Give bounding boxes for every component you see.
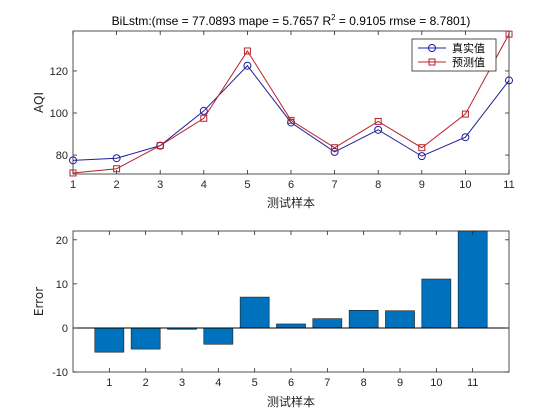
x-tick-label: 10 xyxy=(459,179,471,191)
error-bar xyxy=(239,296,270,329)
x-tick-label: 8 xyxy=(361,377,367,389)
series-2-point xyxy=(505,30,513,38)
series-2-point xyxy=(418,144,426,152)
series-1-point xyxy=(374,125,383,134)
error-bar xyxy=(94,327,125,353)
top-line-chart: 1 2 3 4 5 6 7 8 9 10 11 80 100 120 BiLstm:(mse = 77.08… xyxy=(32,13,515,210)
series-1-point xyxy=(112,154,121,163)
series-2-point xyxy=(200,114,208,122)
error-bar xyxy=(421,278,452,329)
y-tick-label: 100 xyxy=(50,108,68,120)
chart-title-prefix: BiLstm:(mse = 77.0893 mape = 5.7657 R xyxy=(112,14,332,28)
error-bar xyxy=(312,318,343,329)
x-tick-label: 3 xyxy=(157,179,163,191)
x-tick-label: 5 xyxy=(252,377,258,389)
x-tick-label: 4 xyxy=(201,179,207,191)
error-bar xyxy=(348,310,379,329)
x-axis-label: 测试样本 xyxy=(267,394,315,409)
bottom-bar-chart: 1 2 3 4 5 6 7 8 9 10 11 -10 0 10 20 测试样本 Error xyxy=(32,230,510,409)
y-axis-label: Error xyxy=(32,287,46,316)
y-tick-label: 0 xyxy=(62,323,68,335)
series-2-point xyxy=(287,116,295,124)
series-line-1 xyxy=(72,64,510,161)
legend-label-2: 预测值 xyxy=(452,56,485,69)
series-1-point xyxy=(69,156,77,165)
y-tick-label: 80 xyxy=(56,150,68,162)
series-2-point xyxy=(243,47,251,55)
x-tick-label: 5 xyxy=(244,179,250,191)
series-1-point xyxy=(243,61,252,70)
series-2-point xyxy=(461,110,469,118)
legend-marker-2 xyxy=(428,58,436,66)
legend-box xyxy=(411,38,497,72)
x-tick-label: 8 xyxy=(375,179,381,191)
x-tick-label: 9 xyxy=(397,377,403,389)
series-1-point xyxy=(505,76,513,85)
x-tick-label: 1 xyxy=(70,179,76,191)
x-tick-label: 6 xyxy=(288,377,294,389)
error-bar xyxy=(457,230,488,329)
x-tick-label: 11 xyxy=(503,179,514,191)
series-2-point xyxy=(374,117,382,125)
legend-marker-1 xyxy=(428,44,436,52)
chart-title: BiLstm:(mse = 77.0893 mape = 5.7657 R2 =… xyxy=(112,13,471,28)
x-tick-label: 2 xyxy=(114,179,120,191)
series-1-point xyxy=(199,106,208,115)
series-2-point xyxy=(331,144,339,152)
x-axis-label: 测试样本 xyxy=(267,195,315,210)
x-tick-label: 1 xyxy=(106,377,112,389)
x-tick-label: 7 xyxy=(324,377,330,389)
x-tick-label: 3 xyxy=(179,377,185,389)
error-bar xyxy=(203,327,234,345)
y-tick-label: 10 xyxy=(56,279,68,291)
y-axis-label: AQI xyxy=(32,92,46,113)
y-tick-label: 20 xyxy=(56,235,68,247)
x-tick-label: 11 xyxy=(467,377,478,389)
series-line-2 xyxy=(72,33,510,174)
chart-title-superscript: 2 xyxy=(331,13,336,22)
y-tick-label: 120 xyxy=(50,66,68,78)
error-bar xyxy=(276,323,306,329)
error-bar xyxy=(385,310,415,329)
series-2-point xyxy=(156,142,164,150)
series-2-point xyxy=(69,169,77,177)
x-tick-label: 6 xyxy=(288,179,294,191)
y-tick-label: -10 xyxy=(52,367,68,379)
series-1-point xyxy=(461,133,470,142)
series-1-point xyxy=(417,152,426,161)
series-2-point xyxy=(113,165,121,173)
x-tick-label: 10 xyxy=(430,377,442,389)
legend-label-1: 真实值 xyxy=(452,41,485,55)
x-tick-label: 2 xyxy=(143,377,149,389)
series-1-point xyxy=(330,147,339,156)
chart-title-suffix: = 0.9105 rmse = 8.7801) xyxy=(336,14,471,28)
x-tick-label: 7 xyxy=(332,179,338,191)
x-tick-label: 4 xyxy=(215,377,221,389)
error-bar xyxy=(130,327,161,350)
x-tick-label: 9 xyxy=(419,179,425,191)
